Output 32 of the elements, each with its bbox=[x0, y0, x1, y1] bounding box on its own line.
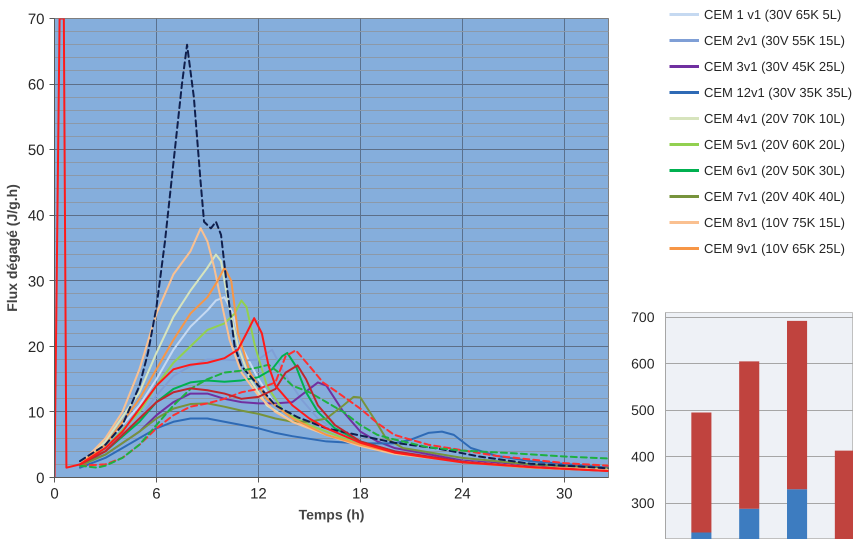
legend-label: CEM 3v1 (30V 45K 25L) bbox=[704, 58, 845, 76]
y-tick-label: 40 bbox=[28, 208, 45, 225]
y-tick-label: 300 bbox=[631, 495, 655, 512]
line-series bbox=[78, 417, 608, 469]
x-tick-label: 12 bbox=[250, 486, 267, 502]
y-tick-label: 30 bbox=[28, 273, 45, 290]
y-tick-label: 70 bbox=[28, 11, 45, 28]
legend-label: CEM 4v1 (20V 70K 10L) bbox=[704, 110, 845, 128]
x-tick-label: 6 bbox=[152, 486, 161, 502]
legend-label: CEM 6v1 (20V 50K 30L) bbox=[704, 162, 845, 180]
y-tick-label: 500 bbox=[631, 402, 655, 418]
legend-label: CEM 12v1 (30V 35K 35L) bbox=[704, 84, 852, 102]
legend-label: CEM 2v1 (30V 55K 15L) bbox=[704, 32, 845, 50]
legend-label: CEM 7v1 (20V 40K 40L) bbox=[704, 188, 845, 206]
y-tick-label: 50 bbox=[28, 142, 45, 160]
legend-label: CEM 9v1 (10V 65K 25L) bbox=[704, 240, 845, 258]
y-tick-label: 400 bbox=[631, 448, 655, 465]
y-tick-label: 700 bbox=[631, 309, 655, 326]
x-tick-label: 18 bbox=[352, 486, 369, 502]
y-axis-title: Flux dégagé (J/g.h) bbox=[4, 184, 20, 312]
x-tick-label: 24 bbox=[454, 486, 471, 502]
y-tick-label: 60 bbox=[28, 76, 45, 94]
y-tick-label: 600 bbox=[631, 356, 655, 372]
y-tick-label: 20 bbox=[28, 338, 45, 356]
y-tick-label: 10 bbox=[28, 404, 45, 422]
y-tick-label: 0 bbox=[36, 470, 44, 487]
x-tick-label: 0 bbox=[50, 486, 59, 502]
x-tick-label: 30 bbox=[556, 486, 573, 502]
legend-label: CEM 5v1 (20V 60K 20L) bbox=[704, 136, 845, 154]
legend-label: CEM 1 v1 (30V 65K 5L) bbox=[704, 6, 842, 24]
legend-label: CEM 8v1 (10V 75K 15L) bbox=[704, 214, 845, 232]
x-axis-title: Temps (h) bbox=[298, 506, 364, 522]
